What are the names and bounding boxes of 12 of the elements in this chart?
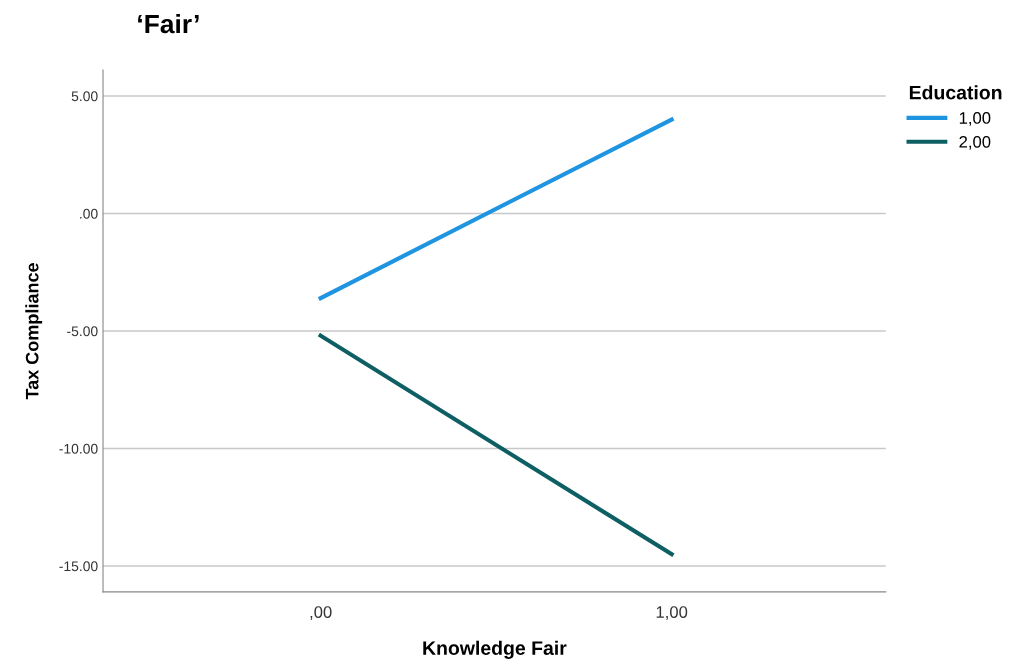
y-tick-label: .00 [80,208,98,219]
y-tick-label: -15.00 [59,561,98,572]
legend-title: Education [909,85,1002,100]
y-tick-label: -10.00 [59,443,98,454]
y-tick-label: 5.00 [71,91,98,102]
y-axis-title: Tax Compliance [25,263,43,400]
chart-title: ‘Fair’ [138,13,199,34]
legend-label: 1,00 [959,112,991,126]
legend-label: 2,00 [959,135,991,150]
x-axis-title: Knowledge Fair [423,640,567,659]
y-tick-label: -5.00 [67,326,98,337]
x-tick-label: ,00 [310,606,332,620]
